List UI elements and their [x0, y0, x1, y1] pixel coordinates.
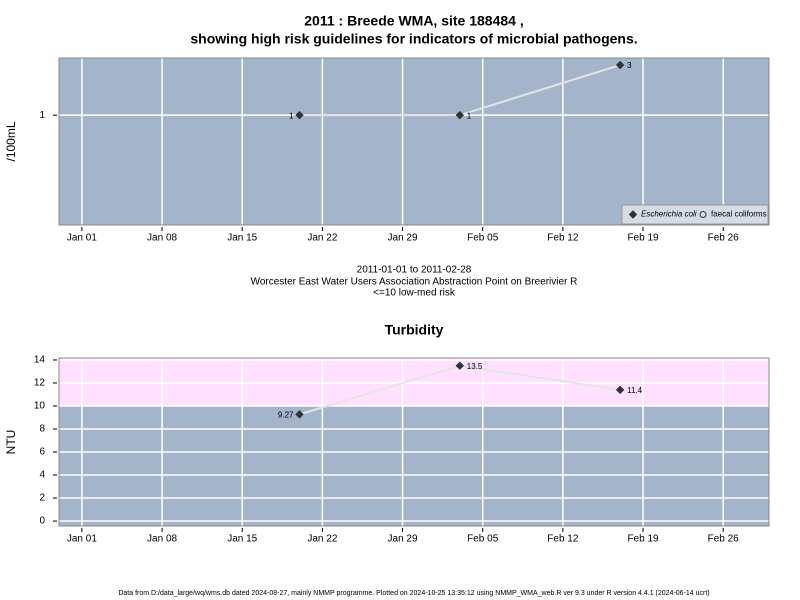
legend-label: Escherichia coli: [641, 210, 697, 219]
y-tick-label: 0: [39, 516, 45, 527]
plot-border: [58, 57, 770, 226]
footer: Data from D:/data_large/wq/wms.db dated …: [118, 590, 709, 597]
x-tick-label: Jan 01: [67, 534, 97, 545]
x-tick-label: Jan 08: [147, 233, 177, 244]
x-tick-label: Feb 12: [547, 233, 579, 244]
x-tick-label: Jan 29: [388, 233, 418, 244]
legend-label: faecal coliforms: [711, 210, 767, 219]
x-tick-label: Feb 26: [708, 534, 740, 545]
x-tick-label: Feb 12: [547, 534, 579, 545]
y-axis-label: /100mL: [4, 121, 18, 161]
y-tick-label: 2: [39, 493, 45, 504]
subtitle: 2011-01-01 to 2011-02-28: [357, 265, 472, 276]
y-tick-label: 1: [39, 110, 45, 121]
y-tick-label: 12: [34, 378, 46, 389]
data-label: 1: [289, 111, 294, 120]
data-point: [295, 410, 304, 419]
subtitle: <=10 low-med risk: [373, 288, 456, 299]
data-point: [455, 361, 465, 370]
plot-border: [58, 357, 770, 527]
y-tick-label: 4: [39, 470, 45, 481]
x-tick-label: Jan 08: [147, 534, 177, 545]
risk-band: [59, 358, 769, 406]
x-tick-label: Feb 26: [708, 233, 740, 244]
data-label: 9.27: [278, 410, 294, 419]
x-tick-label: Jan 22: [307, 233, 337, 244]
x-tick-label: Jan 15: [227, 534, 257, 545]
plot-background: [59, 58, 769, 225]
legend-box: [621, 204, 769, 225]
subtitle: Worcester East Water Users Association A…: [251, 277, 578, 288]
chart-title: Turbidity: [385, 322, 444, 338]
y-tick-label: 8: [39, 424, 45, 435]
data-point: [615, 60, 625, 70]
y-tick-label: 14: [34, 355, 46, 366]
x-tick-label: Jan 22: [307, 534, 337, 545]
y-axis-label: NTU: [4, 430, 18, 455]
legend-marker: [628, 210, 638, 219]
x-tick-label: Jan 29: [388, 534, 418, 545]
x-tick-label: Jan 01: [67, 233, 97, 244]
x-tick-label: Feb 19: [627, 233, 659, 244]
data-point: [295, 110, 304, 120]
chart-title: showing high risk guidelines for indicat…: [190, 31, 637, 47]
data-label: 3: [627, 61, 632, 70]
x-tick-label: Feb 19: [627, 534, 659, 545]
chart-title: 2011 : Breede WMA, site 188484 ,: [304, 13, 523, 29]
data-label: 1: [467, 111, 472, 120]
x-tick-label: Jan 15: [227, 233, 257, 244]
x-tick-label: Feb 05: [467, 233, 499, 244]
data-label: 11.4: [627, 386, 643, 395]
data-label: 13.5: [467, 362, 483, 371]
data-point: [455, 110, 465, 120]
data-point: [615, 385, 625, 395]
y-tick-label: 10: [34, 401, 46, 412]
legend-marker: [699, 211, 707, 218]
y-tick-label: 6: [39, 447, 45, 458]
x-tick-label: Feb 05: [467, 534, 499, 545]
